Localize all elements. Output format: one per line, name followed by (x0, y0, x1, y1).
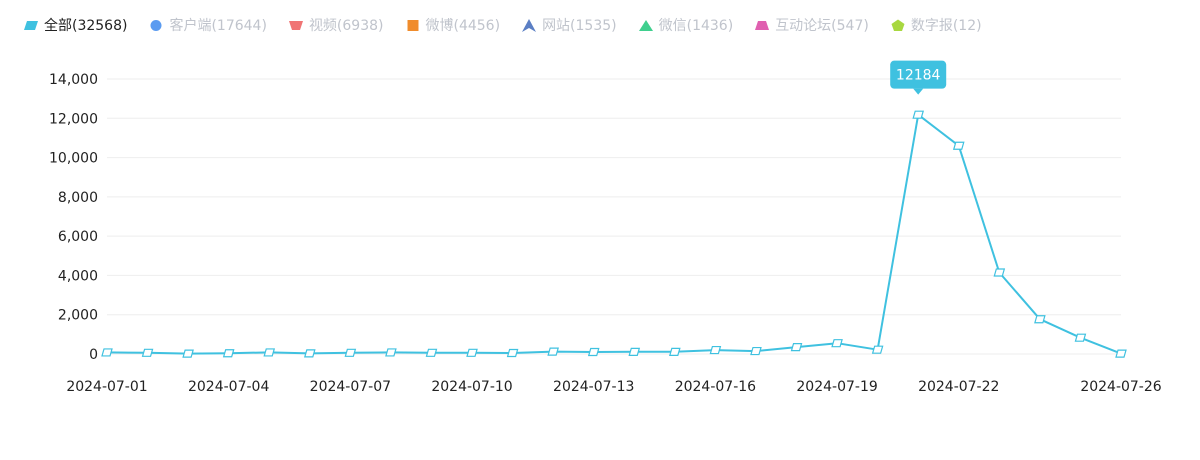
trapezoid-up-icon (755, 20, 770, 30)
tooltip-pointer (913, 88, 924, 95)
legend-item-2[interactable]: 视频(6938) (288, 15, 384, 35)
tooltip-box (890, 60, 947, 89)
legend-item-0[interactable]: 全部(32568) (24, 15, 127, 35)
data-point[interactable] (385, 348, 397, 357)
legend-item-3[interactable]: 微博(4456) (406, 15, 501, 35)
data-point[interactable] (101, 348, 113, 357)
arrow-up-icon (522, 18, 537, 32)
legend-label: 全部(32568) (44, 18, 128, 34)
triangle-icon (638, 19, 653, 31)
square-icon (407, 19, 418, 31)
x-tick-label: 2024-07-13 (553, 379, 634, 395)
legend-label: 视频(6938) (308, 18, 384, 34)
data-point[interactable] (263, 348, 276, 357)
data-point[interactable] (1034, 315, 1046, 324)
pentagon-icon (891, 19, 905, 31)
y-tick-label: 12,000 (49, 111, 98, 127)
x-tick-label: 2024-07-16 (675, 379, 756, 395)
legend-label: 数字报(12) (910, 18, 982, 34)
legend-item-6[interactable]: 互动论坛(547) (755, 15, 869, 35)
grid-lines (107, 78, 1121, 355)
x-tick-label: 2024-07-10 (431, 379, 512, 395)
series-line (106, 113, 1122, 355)
y-tick-label: 6,000 (58, 229, 98, 245)
data-point[interactable] (628, 347, 641, 356)
data-point[interactable] (425, 348, 438, 357)
data-point[interactable] (141, 348, 154, 357)
data-point[interactable] (344, 348, 357, 357)
legend-item-7[interactable]: 数字报(12) (891, 15, 982, 35)
data-tooltip: 12184 (890, 60, 947, 95)
legend-label: 网站(1535) (542, 18, 617, 34)
legend-item-4[interactable]: 网站(1535) (522, 15, 617, 35)
data-point[interactable] (222, 349, 235, 358)
data-point[interactable] (547, 347, 559, 356)
x-tick-label: 2024-07-19 (796, 379, 877, 395)
data-point[interactable] (993, 268, 1006, 277)
x-axis: 2024-07-01 2024-07-04 2024-07-07 2024-07-10… (66, 379, 1161, 395)
trapezoid-down-icon (288, 20, 303, 30)
data-point[interactable] (871, 345, 884, 354)
legend-item-1[interactable]: 客户端(17644) (149, 15, 267, 35)
data-point[interactable] (952, 141, 965, 150)
data-point[interactable] (669, 347, 681, 356)
data-point[interactable] (506, 348, 519, 358)
data-point[interactable] (750, 346, 762, 356)
x-tick-label: 2024-07-22 (918, 379, 999, 395)
y-tick-label: 8,000 (58, 190, 98, 206)
x-tick-label: 2024-07-26 (1080, 379, 1161, 395)
y-tick-label: 2,000 (58, 308, 98, 324)
data-point[interactable] (912, 110, 924, 119)
data-point[interactable] (182, 349, 194, 358)
data-point[interactable] (1074, 333, 1087, 342)
data-point[interactable] (1115, 349, 1127, 358)
y-tick-label: 4,000 (58, 268, 98, 284)
legend-label: 互动论坛(547) (775, 18, 869, 34)
y-tick-label: 0 (89, 347, 98, 363)
data-point[interactable] (466, 348, 478, 357)
circle-icon (150, 19, 162, 31)
chart-legend: 全部(32568) 客户端(17644) 视频(6938) 微博(4456) 网站(15… (24, 14, 1004, 36)
x-tick-label: 2024-07-07 (310, 379, 391, 395)
data-point[interactable] (790, 343, 803, 352)
y-axis: 0 2,000 4,000 6,000 8,000 10,000 12,000 14,000 (49, 72, 98, 363)
tooltip-value: 12184 (896, 68, 941, 84)
data-point[interactable] (304, 349, 316, 358)
legend-label: 微信(1436) (658, 18, 734, 34)
parallelogram-icon (24, 20, 38, 30)
x-tick-label: 2024-07-04 (188, 379, 269, 395)
data-point[interactable] (831, 339, 843, 348)
legend-label: 客户端(17644) (169, 18, 267, 34)
y-tick-label: 10,000 (49, 151, 98, 167)
data-point[interactable] (587, 347, 600, 357)
legend-label: 微博(4456) (425, 18, 501, 34)
y-tick-label: 14,000 (49, 72, 98, 88)
series-layer (101, 110, 1127, 358)
data-point[interactable] (709, 345, 722, 355)
legend-item-5[interactable]: 微信(1436) (638, 15, 734, 35)
x-tick-label: 2024-07-01 (66, 379, 147, 395)
